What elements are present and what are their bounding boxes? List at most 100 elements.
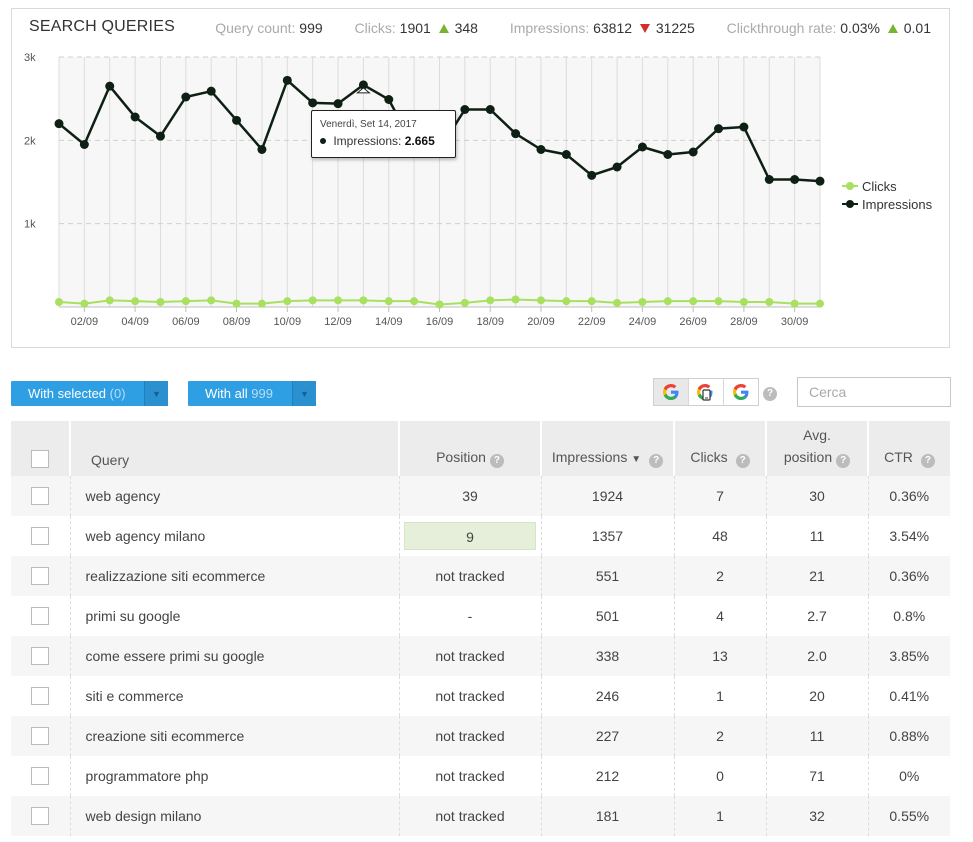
table-row[interactable]: web agency 39 1924 7 30 0.36% bbox=[11, 476, 950, 516]
data-point-clicks bbox=[105, 296, 114, 305]
engine-help-icon[interactable]: ? bbox=[763, 387, 777, 401]
ctr-value: 0.03% bbox=[840, 20, 880, 36]
data-point-impressions bbox=[282, 75, 292, 85]
position-value: not tracked bbox=[435, 648, 505, 664]
row-checkbox[interactable] bbox=[31, 687, 50, 706]
data-point-clicks bbox=[80, 299, 89, 308]
table-row[interactable]: come essere primi su google not tracked 33… bbox=[11, 636, 950, 676]
clicks-delta: 348 bbox=[454, 20, 478, 36]
data-point-impressions bbox=[688, 147, 698, 157]
impressions-cell: 212 bbox=[541, 756, 675, 796]
clicks-value: 1 bbox=[716, 808, 724, 824]
ctr-cell: 0.88% bbox=[868, 716, 950, 756]
data-point-clicks bbox=[283, 297, 292, 306]
data-point-clicks bbox=[257, 299, 266, 308]
line-chart[interactable]: 1k 2k 3k 02/09 04/09 06/09 08/09 10/09 12/09 14/0… bbox=[12, 9, 949, 347]
avg-position-cell: 2.7 bbox=[766, 596, 869, 636]
clicks-value: 1 bbox=[716, 688, 724, 704]
tooltip-value: 2.665 bbox=[404, 134, 435, 148]
data-point-impressions bbox=[206, 86, 216, 96]
avg-position-cell: 30 bbox=[766, 476, 869, 516]
panel-title: SEARCH QUERIES bbox=[29, 18, 175, 35]
ctr-value: 3.54% bbox=[889, 528, 930, 544]
stat-impressions: Impressions: 63812 31225 bbox=[510, 20, 695, 36]
column-header-query[interactable]: Query bbox=[70, 421, 400, 476]
row-checkbox[interactable] bbox=[31, 567, 50, 586]
table-row[interactable]: siti e commerce not tracked 246 1 20 0.41% bbox=[11, 676, 950, 716]
data-point-clicks bbox=[181, 297, 190, 306]
search-input[interactable] bbox=[797, 377, 951, 407]
data-point-clicks bbox=[156, 298, 165, 306]
position-header-label: Position bbox=[436, 449, 486, 465]
with-all-count: 999 bbox=[251, 386, 273, 401]
data-point-impressions bbox=[130, 112, 140, 122]
impressions-value: 246 bbox=[595, 688, 620, 704]
row-checkbox[interactable] bbox=[31, 607, 50, 626]
position-value: not tracked bbox=[435, 728, 505, 744]
search-engine-selector bbox=[653, 378, 759, 406]
column-header-clicks[interactable]: Clicks? bbox=[674, 421, 767, 476]
query-cell: creazione siti ecommerce bbox=[70, 716, 400, 756]
legend-item-clicks[interactable]: Clicks bbox=[842, 177, 932, 195]
data-point-clicks bbox=[613, 298, 622, 307]
impressions-cell: 338 bbox=[541, 636, 675, 676]
with-selected-dropdown-icon[interactable]: ▼ bbox=[144, 381, 168, 406]
avg-position-value: 71 bbox=[809, 768, 825, 784]
position-cell: not tracked bbox=[399, 756, 542, 796]
ctr-help-icon[interactable]: ? bbox=[920, 454, 935, 468]
column-header-impressions[interactable]: Impressions ▼? bbox=[541, 421, 675, 476]
table-row[interactable]: realizzazione siti ecommerce not tracked 5… bbox=[11, 556, 950, 596]
impressions-value: 63812 bbox=[593, 20, 633, 36]
row-select-cell bbox=[11, 636, 71, 676]
row-checkbox[interactable] bbox=[31, 727, 50, 746]
query-text: creazione siti ecommerce bbox=[85, 728, 245, 744]
position-value: 39 bbox=[462, 488, 478, 504]
table-row[interactable]: programmatore php not tracked 212 0 71 0% bbox=[11, 756, 950, 796]
column-header-avg-position[interactable]: Avg. position? bbox=[766, 421, 869, 476]
engine-google-local[interactable] bbox=[724, 379, 758, 405]
with-selected-button[interactable]: With selected (0) ▼ bbox=[11, 381, 168, 406]
select-all-checkbox[interactable] bbox=[31, 450, 49, 468]
column-header-ctr[interactable]: CTR? bbox=[868, 421, 950, 476]
table-row[interactable]: web design milano not tracked 181 1 32 0.55% bbox=[11, 796, 950, 836]
impressions-cell: 551 bbox=[541, 556, 675, 596]
position-cell: not tracked bbox=[399, 636, 542, 676]
query-cell: siti e commerce bbox=[70, 676, 400, 716]
avg-position-cell: 32 bbox=[766, 796, 869, 836]
engine-google-mobile[interactable] bbox=[689, 379, 724, 405]
table-row[interactable]: primi su google - 501 4 2.7 0.8% bbox=[11, 596, 950, 636]
row-checkbox[interactable] bbox=[31, 527, 50, 546]
column-header-position[interactable]: Position? bbox=[399, 421, 542, 476]
table-row[interactable]: creazione siti ecommerce not tracked 227 2 1… bbox=[11, 716, 950, 756]
row-checkbox[interactable] bbox=[31, 647, 50, 666]
engine-google-desktop[interactable] bbox=[654, 379, 689, 405]
impressions-cell: 246 bbox=[541, 676, 675, 716]
ctr-value: 0.55% bbox=[889, 808, 930, 824]
clicks-help-icon[interactable]: ? bbox=[735, 454, 750, 468]
with-all-dropdown-icon[interactable]: ▼ bbox=[292, 381, 316, 406]
clicks-value: 13 bbox=[712, 648, 728, 664]
tooltip-date: Venerdì, Set 14, 2017 bbox=[320, 119, 417, 130]
panel-header: SEARCH QUERIES Query count: 999 Clicks: … bbox=[12, 9, 949, 45]
google-mobile-icon bbox=[697, 384, 713, 401]
table-row[interactable]: web agency milano 9 1357 48 11 3.54% bbox=[11, 516, 950, 556]
data-point-impressions bbox=[358, 80, 368, 90]
avg-position-cell: 2.0 bbox=[766, 636, 869, 676]
ctr-value: 0% bbox=[899, 768, 920, 784]
with-all-text: With all bbox=[205, 386, 248, 401]
row-checkbox[interactable] bbox=[31, 807, 50, 826]
position-help-icon[interactable]: ? bbox=[489, 454, 504, 468]
ctr-cell: 0% bbox=[868, 756, 950, 796]
legend-label-clicks: Clicks bbox=[862, 178, 897, 194]
row-checkbox[interactable] bbox=[31, 487, 50, 506]
avg-position-help-icon[interactable]: ? bbox=[836, 454, 851, 468]
legend-item-impressions[interactable]: Impressions bbox=[842, 195, 932, 213]
impressions-help-icon[interactable]: ? bbox=[649, 454, 664, 468]
row-checkbox[interactable] bbox=[31, 767, 50, 786]
ctr-cell: 3.85% bbox=[868, 636, 950, 676]
x-tick-label: 24/09 bbox=[629, 316, 657, 328]
data-point-clicks bbox=[55, 298, 63, 306]
data-point-impressions bbox=[460, 105, 470, 114]
position-cell: not tracked bbox=[399, 716, 542, 756]
with-all-button[interactable]: With all 999 ▼ bbox=[188, 381, 316, 406]
